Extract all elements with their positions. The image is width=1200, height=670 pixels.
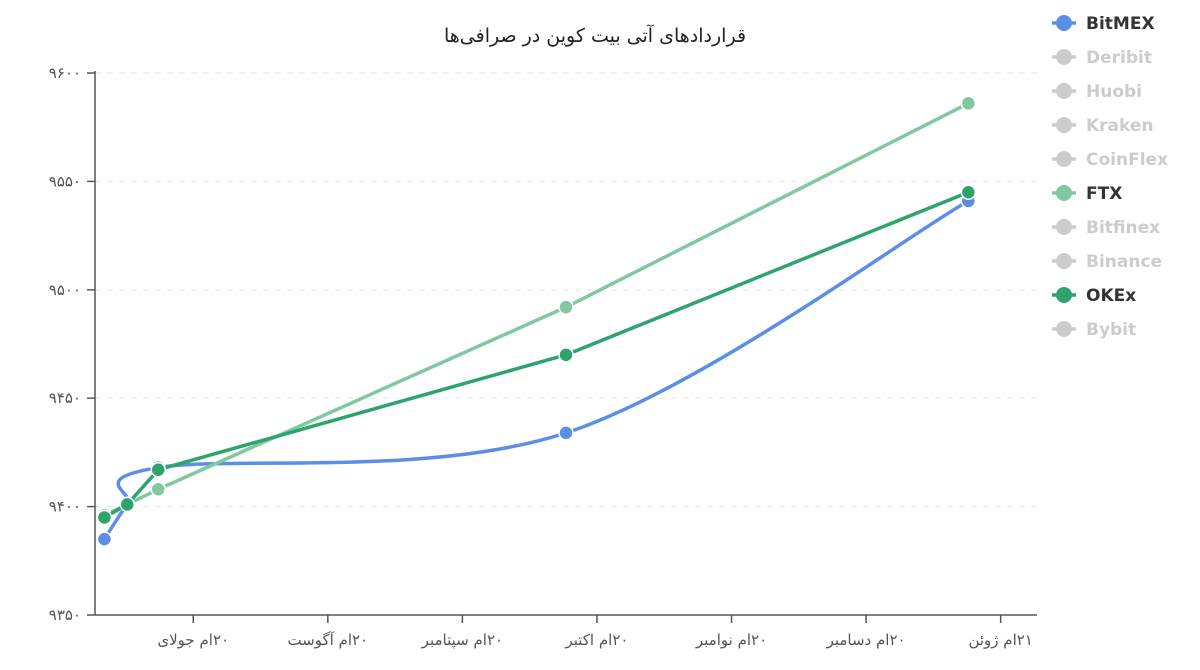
legend-item-deribit[interactable]: Deribit [1052, 48, 1152, 68]
data-point-bitmex[interactable] [558, 425, 574, 441]
legend-label-binance: Binance [1086, 252, 1162, 272]
series-okex [96, 184, 977, 526]
data-point-ftx[interactable] [150, 481, 166, 498]
y-tick-label: ۹۳۵۰ [49, 606, 81, 624]
data-point-okex[interactable] [96, 509, 113, 526]
legend-marker-ftx [1056, 185, 1072, 201]
data-point-okex[interactable] [150, 461, 166, 478]
data-point-bitmex[interactable] [96, 531, 113, 547]
data-point-okex[interactable] [960, 184, 977, 200]
axis-layer: ۹۳۵۰ ۹۴۰۰ ۹۴۵۰ ۹۵۰۰ ۹۵۵۰ ۹۶۰۰ ۲۰ام جولای ۲۰ام آ… [49, 64, 1037, 650]
data-point-ftx[interactable] [558, 299, 574, 315]
y-tick-label: ۹۴۰۰ [49, 498, 81, 516]
legend-item-okex[interactable]: OKEx [1052, 286, 1136, 306]
legend-marker-bitmex [1056, 15, 1072, 31]
data-point-okex[interactable] [119, 496, 136, 513]
legend-label-okex: OKEx [1086, 286, 1136, 306]
legend-label-bybit: Bybit [1086, 320, 1136, 340]
y-tick-label: ۹۵۵۰ [49, 172, 81, 190]
series-layer [96, 95, 977, 547]
legend-marker-okex [1056, 287, 1072, 303]
y-tick-label: ۹۵۰۰ [49, 281, 81, 299]
legend-item-ftx[interactable]: FTX [1052, 184, 1122, 204]
legend-item-huobi[interactable]: Huobi [1052, 82, 1142, 102]
legend-marker-bitfinex [1056, 219, 1072, 235]
legend-item-binance[interactable]: Binance [1052, 252, 1162, 272]
legend-label-ftx: FTX [1086, 184, 1122, 204]
legend-item-bitfinex[interactable]: Bitfinex [1052, 218, 1160, 238]
x-tick-label: ۲۰ام سپتامبر [421, 631, 503, 650]
x-tick-label: ۲۰ام نوامبر [695, 631, 767, 649]
x-tick-label: ۲۰ام دسامبر [826, 631, 906, 649]
series-line-okex [102, 190, 971, 520]
x-tick-label: ۲۱ام ژوئن [968, 631, 1032, 649]
y-tick-label: ۹۶۰۰ [49, 64, 81, 82]
legend-label-deribit: Deribit [1086, 48, 1152, 68]
series-line-ftx [102, 101, 971, 518]
legend-marker-binance [1056, 253, 1072, 269]
legend-item-kraken[interactable]: Kraken [1052, 116, 1154, 136]
legend-marker-bybit [1056, 321, 1072, 337]
x-tick-label: ۲۰ام اکتبر [564, 631, 628, 649]
legend-marker-deribit [1056, 49, 1072, 65]
x-tick-label: ۲۰ام آگوست [287, 631, 368, 649]
legend-marker-huobi [1056, 83, 1072, 99]
x-tick-label: ۲۰ام جولای [157, 631, 229, 649]
series-ftx [96, 95, 977, 524]
legend-item-bybit[interactable]: Bybit [1052, 320, 1136, 340]
legend-marker-kraken [1056, 117, 1072, 133]
legend-label-bitfinex: Bitfinex [1086, 218, 1160, 238]
y-tick-label: ۹۴۵۰ [49, 389, 81, 407]
grid-layer [95, 72, 1037, 508]
series-line-bitmex [102, 199, 971, 541]
legend-label-bitmex: BitMEX [1086, 14, 1155, 34]
series-bitmex [96, 193, 977, 547]
legend-label-coinflex: CoinFlex [1086, 150, 1168, 170]
legend-label-kraken: Kraken [1086, 116, 1154, 136]
legend-label-huobi: Huobi [1086, 82, 1142, 102]
legend-item-bitmex[interactable]: BitMEX [1052, 14, 1155, 34]
data-point-ftx[interactable] [960, 95, 977, 112]
legend-marker-coinflex [1056, 151, 1072, 167]
chart-title: قراردادهای آتی بیت کوین در صرافی‌ها [444, 23, 746, 47]
legend: BitMEX Deribit Huobi Kraken CoinFlex FTX Bitfi… [1052, 14, 1168, 340]
data-point-okex[interactable] [558, 347, 574, 363]
legend-item-coinflex[interactable]: CoinFlex [1052, 150, 1168, 170]
